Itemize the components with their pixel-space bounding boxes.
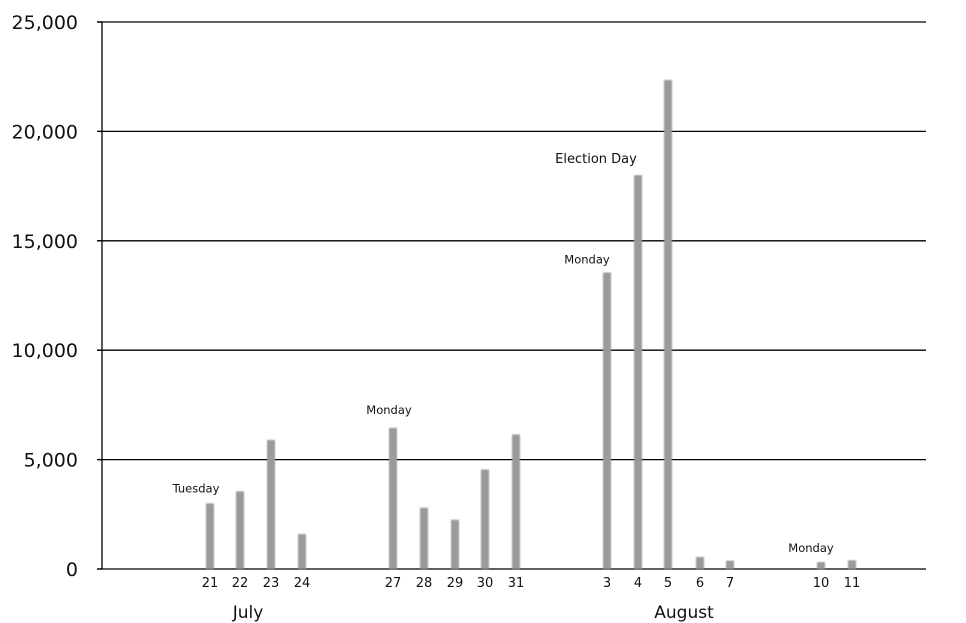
- x-tick-label: 10: [813, 576, 830, 591]
- x-tick-label: 24: [294, 576, 311, 591]
- x-tick-label: 6: [696, 576, 704, 591]
- y-tick-label: 10,000: [12, 340, 78, 362]
- x-tick-label: 31: [508, 576, 525, 591]
- bars: [206, 79, 856, 570]
- annotations: Tuesday Monday Monday Election Day Monday: [172, 152, 834, 555]
- annotation-label: Monday: [788, 541, 834, 555]
- bar-24: [298, 533, 306, 569]
- x-tick-label: 7: [726, 576, 734, 591]
- y-tick-label: 15,000: [12, 231, 78, 253]
- y-tick-label: 0: [66, 559, 78, 581]
- x-tick-label: 28: [416, 576, 433, 591]
- bar-10: [817, 561, 825, 569]
- bar-22: [236, 491, 244, 569]
- y-tick-label: 25,000: [12, 12, 78, 34]
- bar-28: [420, 507, 428, 569]
- bar-11: [848, 560, 856, 569]
- y-tick-label: 20,000: [12, 121, 78, 143]
- x-tick-label: 21: [202, 576, 219, 591]
- annotation-label: Election Day: [555, 152, 637, 167]
- annotation-label: Monday: [564, 253, 610, 267]
- bar-4: [634, 175, 642, 569]
- bar-6: [696, 556, 704, 569]
- x-tick-label: 4: [634, 576, 642, 591]
- bar-31: [512, 434, 520, 569]
- annotation-label: Tuesday: [172, 481, 220, 495]
- annotation-label: Monday: [366, 403, 412, 417]
- y-tick-label: 5,000: [24, 450, 78, 472]
- month-labels: July August: [232, 603, 714, 623]
- x-tick-label: 3: [603, 576, 611, 591]
- bar-27: [389, 427, 397, 569]
- x-tick-label: 23: [263, 576, 280, 591]
- bar-7: [726, 560, 734, 569]
- bar-3: [603, 272, 611, 569]
- month-label: August: [654, 603, 714, 623]
- bar-30: [481, 469, 489, 569]
- y-axis: 0 5,000 10,000 15,000 20,000 25,000: [12, 12, 926, 581]
- bar-5: [664, 79, 672, 570]
- bar-21: [206, 503, 214, 569]
- x-tick-label: 29: [447, 576, 464, 591]
- month-label: July: [232, 603, 264, 623]
- x-tick-label: 11: [844, 576, 861, 591]
- x-tick-label: 30: [477, 576, 494, 591]
- x-tick-label: 5: [664, 576, 672, 591]
- bar-23: [267, 439, 275, 569]
- gridlines: [97, 21, 926, 461]
- x-tick-label: 27: [385, 576, 402, 591]
- x-axis: 21 22 23 24 27 28 29 30 31 3 4 5 6 7 10 11: [202, 576, 861, 591]
- bar-29: [451, 519, 459, 569]
- x-tick-label: 22: [232, 576, 249, 591]
